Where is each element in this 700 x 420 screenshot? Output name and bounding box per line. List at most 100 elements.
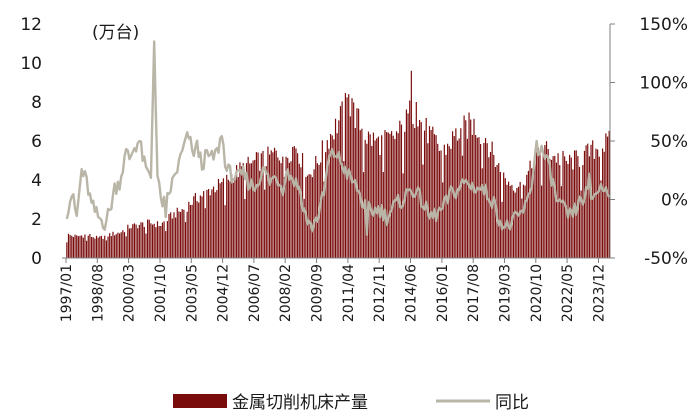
- left-tick-label: 8: [31, 93, 42, 113]
- bar: [481, 168, 483, 258]
- bar: [232, 182, 234, 258]
- bar: [381, 135, 383, 258]
- x-tick-label: 1997/01: [59, 264, 75, 322]
- bar: [598, 156, 600, 258]
- bar: [552, 156, 554, 258]
- bar: [575, 150, 577, 258]
- bar: [361, 128, 363, 258]
- legend-swatch-bar: [173, 394, 227, 408]
- bar: [578, 166, 581, 258]
- bar: [265, 166, 267, 258]
- bar: [229, 181, 231, 258]
- bar: [560, 186, 562, 258]
- bar: [216, 190, 218, 258]
- bar: [540, 185, 543, 258]
- bar: [399, 120, 401, 259]
- bar: [122, 230, 124, 258]
- bar: [130, 228, 132, 258]
- right-axis-ticks: -50% 0% 50% 100% 150%: [610, 15, 688, 269]
- bar: [420, 122, 422, 258]
- bar: [189, 205, 192, 258]
- bar: [137, 228, 139, 258]
- bar: [188, 201, 190, 258]
- bar: [173, 212, 175, 258]
- bar: [338, 120, 340, 258]
- bar: [504, 178, 506, 258]
- bar: [514, 192, 516, 258]
- bar: [392, 135, 394, 258]
- bar: [580, 190, 582, 258]
- bar: [569, 154, 571, 258]
- bar: [240, 166, 243, 258]
- bar: [326, 140, 328, 258]
- bar: [395, 131, 398, 258]
- bar: [491, 141, 493, 258]
- bar: [483, 142, 485, 258]
- bar: [341, 101, 343, 258]
- bar: [171, 218, 173, 258]
- bar: [313, 169, 315, 258]
- bar: [293, 146, 295, 258]
- bar: [214, 192, 216, 258]
- bar: [150, 223, 152, 258]
- bar: [583, 150, 586, 258]
- bar: [72, 237, 75, 258]
- bar: [247, 156, 249, 258]
- bar: [100, 235, 103, 258]
- x-tick-label: 2009/09: [310, 264, 326, 322]
- legend: 金属切削机床产量 同比: [173, 393, 529, 413]
- bar: [499, 172, 501, 258]
- bar: [389, 133, 391, 258]
- left-tick-label: 6: [31, 132, 42, 152]
- bar: [272, 152, 274, 258]
- x-tick-label: 1998/08: [90, 264, 106, 322]
- bar: [440, 150, 442, 258]
- bar: [512, 190, 515, 258]
- bar: [550, 159, 553, 258]
- bar: [204, 208, 206, 258]
- bar: [321, 140, 323, 258]
- bar: [448, 146, 450, 258]
- bar: [437, 143, 439, 258]
- bar: [156, 221, 159, 258]
- bar: [451, 131, 454, 258]
- bar: [362, 172, 365, 258]
- bar: [536, 151, 538, 258]
- bar: [94, 238, 96, 258]
- bar: [333, 139, 335, 258]
- bar: [590, 144, 592, 258]
- bar: [107, 236, 109, 258]
- bar: [316, 163, 318, 258]
- bar: [475, 135, 477, 258]
- bar: [89, 234, 91, 258]
- bar: [423, 130, 426, 258]
- bar: [236, 165, 238, 258]
- bar: [376, 138, 378, 258]
- bar: [328, 148, 330, 258]
- unit-label: (万台): [92, 23, 139, 43]
- bar: [84, 234, 86, 258]
- bar: [295, 148, 297, 258]
- bar: [544, 145, 546, 258]
- bar: [516, 187, 518, 258]
- bar: [166, 221, 168, 258]
- bar: [97, 237, 99, 258]
- bar: [206, 189, 208, 258]
- bar: [519, 181, 521, 258]
- bar: [465, 120, 467, 258]
- bar: [555, 162, 558, 258]
- bar: [175, 217, 177, 258]
- bar: [90, 237, 93, 258]
- bar: [405, 109, 408, 258]
- bar: [120, 232, 122, 258]
- bar: [264, 189, 266, 258]
- bar: [168, 214, 170, 258]
- bar: [471, 134, 473, 258]
- left-tick-label: 12: [20, 15, 42, 35]
- bar: [298, 163, 300, 258]
- bar: [262, 150, 264, 258]
- bar: [310, 174, 312, 258]
- bar: [394, 139, 396, 258]
- bar: [125, 236, 127, 258]
- x-tick-label: 2012/11: [372, 264, 388, 322]
